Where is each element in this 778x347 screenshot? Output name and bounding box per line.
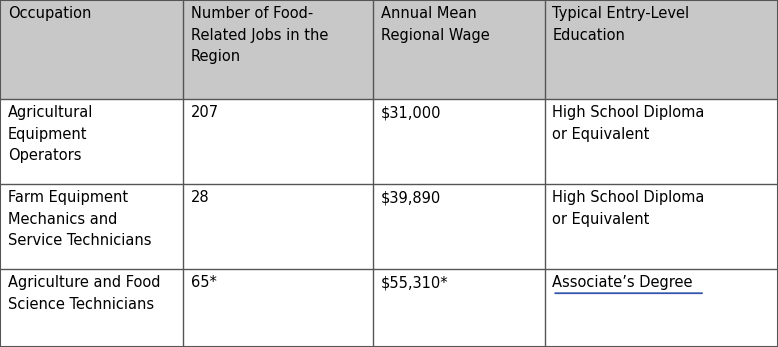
Text: Occupation: Occupation bbox=[8, 6, 91, 21]
Text: Typical Entry-Level
Education: Typical Entry-Level Education bbox=[552, 6, 689, 43]
Bar bbox=[183, 0, 373, 99]
Bar bbox=[545, 0, 778, 99]
Text: 28: 28 bbox=[191, 190, 209, 205]
Text: $39,890: $39,890 bbox=[381, 190, 441, 205]
Bar bbox=[373, 99, 545, 184]
Bar bbox=[545, 99, 778, 184]
Bar bbox=[545, 184, 778, 269]
Bar bbox=[183, 269, 373, 347]
Text: Farm Equipment
Mechanics and
Service Technicians: Farm Equipment Mechanics and Service Tec… bbox=[8, 190, 151, 248]
Text: 65*: 65* bbox=[191, 275, 216, 290]
Text: Agricultural
Equipment
Operators: Agricultural Equipment Operators bbox=[8, 105, 93, 163]
Text: High School Diploma
or Equivalent: High School Diploma or Equivalent bbox=[552, 190, 705, 227]
Bar bbox=[0, 0, 183, 99]
Text: 207: 207 bbox=[191, 105, 219, 120]
Bar bbox=[183, 184, 373, 269]
Text: Associate’s Degree: Associate’s Degree bbox=[552, 275, 693, 290]
Text: Agriculture and Food
Science Technicians: Agriculture and Food Science Technicians bbox=[8, 275, 160, 312]
Bar bbox=[183, 99, 373, 184]
Bar bbox=[545, 269, 778, 347]
Bar bbox=[373, 184, 545, 269]
Text: $31,000: $31,000 bbox=[381, 105, 442, 120]
Text: $55,310*: $55,310* bbox=[381, 275, 449, 290]
Text: High School Diploma
or Equivalent: High School Diploma or Equivalent bbox=[552, 105, 705, 142]
Bar bbox=[373, 269, 545, 347]
Bar bbox=[0, 99, 183, 184]
Bar bbox=[0, 184, 183, 269]
Text: Number of Food-
Related Jobs in the
Region: Number of Food- Related Jobs in the Regi… bbox=[191, 6, 328, 65]
Text: Annual Mean
Regional Wage: Annual Mean Regional Wage bbox=[381, 6, 490, 43]
Bar bbox=[0, 269, 183, 347]
Bar bbox=[373, 0, 545, 99]
